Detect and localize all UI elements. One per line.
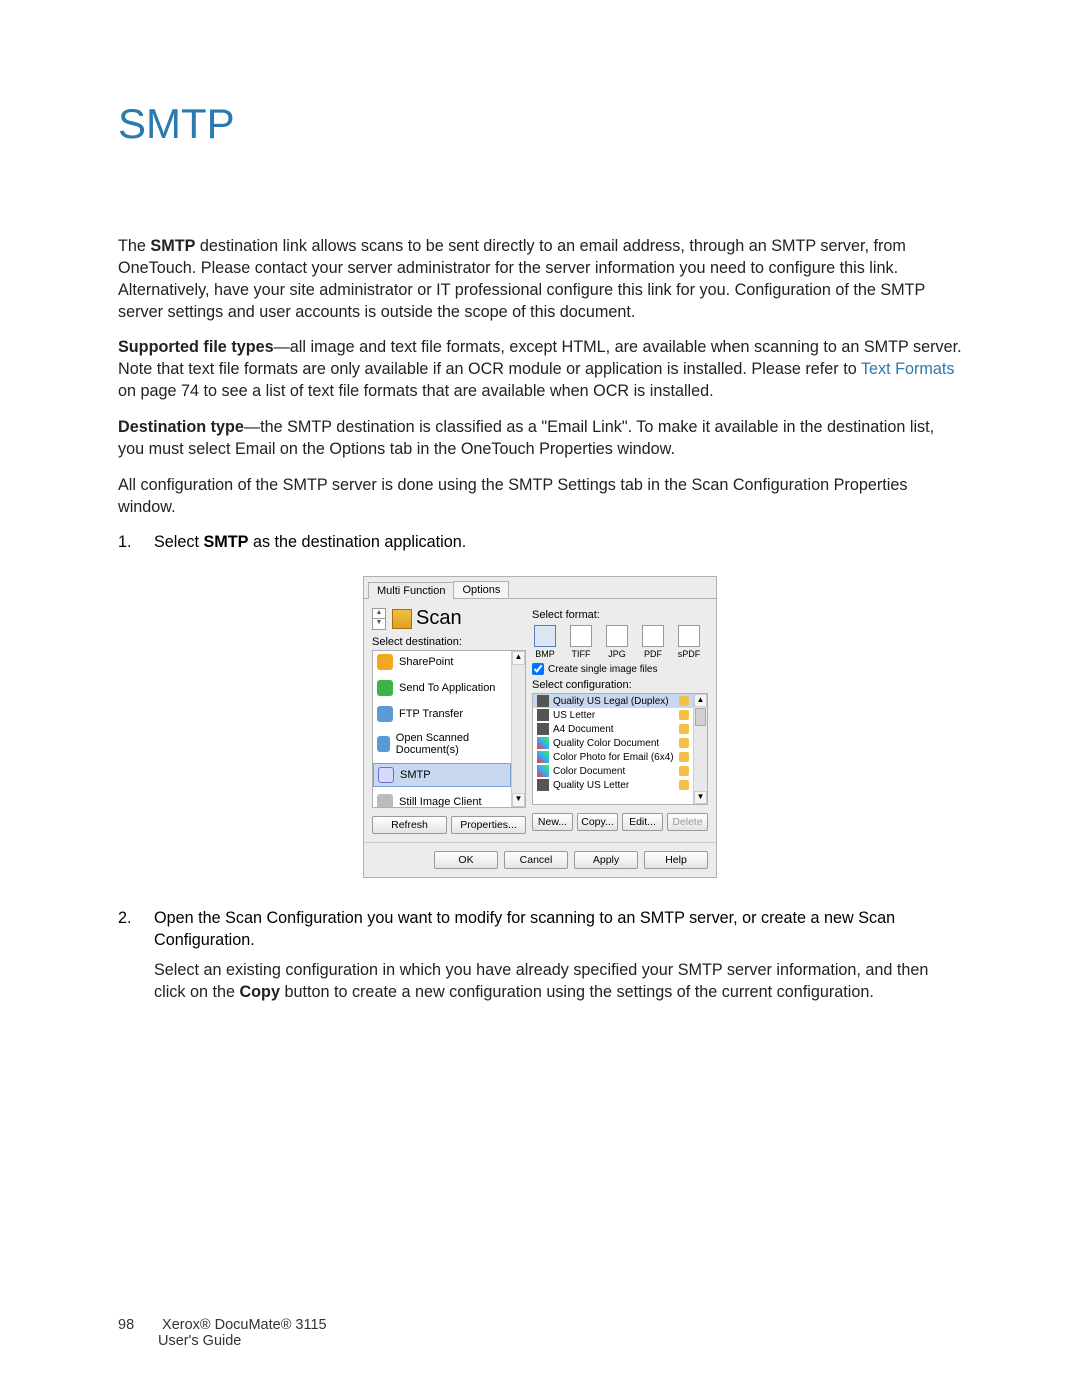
destination-icon [377, 680, 393, 696]
destination-icon [377, 736, 390, 752]
config-icon [537, 751, 549, 763]
destination-item[interactable]: Still Image Client [373, 791, 511, 808]
apply-button[interactable]: Apply [574, 851, 638, 869]
config-icon [537, 737, 549, 749]
config-icon [537, 695, 549, 707]
config-label: Quality Color Document [553, 738, 659, 749]
config-label: Color Document [553, 766, 625, 777]
format-label: sPDF [678, 649, 701, 659]
format-icon [570, 625, 592, 647]
lock-icon [679, 710, 689, 720]
config-item[interactable]: US Letter [533, 708, 707, 722]
format-option[interactable]: TIFF [568, 625, 594, 659]
destination-item[interactable]: Open Scanned Document(s) [373, 729, 511, 759]
tab-multi-function[interactable]: Multi Function [368, 582, 454, 599]
config-item[interactable]: Quality US Legal (Duplex) [533, 694, 707, 708]
destination-label: FTP Transfer [399, 708, 463, 720]
destination-label: Open Scanned Document(s) [396, 732, 507, 756]
create-single-image-files-checkbox[interactable] [532, 663, 544, 675]
configuration-scrollbar[interactable]: ▲▼ [693, 694, 707, 804]
format-label: BMP [535, 649, 555, 659]
config-label: Quality US Letter [553, 780, 629, 791]
config-icon [537, 765, 549, 777]
config-item[interactable]: A4 Document [533, 722, 707, 736]
config-label: Quality US Legal (Duplex) [553, 696, 669, 707]
config-icon [537, 723, 549, 735]
config-label: A4 Document [553, 724, 614, 735]
configuration-list[interactable]: Quality US Legal (Duplex) US Letter A4 Doc… [532, 693, 708, 805]
destination-label: SMTP [400, 769, 431, 781]
select-configuration-label: Select configuration: [532, 679, 708, 691]
edit-button[interactable]: Edit... [622, 813, 663, 831]
destination-label: Still Image Client [399, 796, 482, 808]
onetouch-dialog: Multi Function Options ▲▼ Scan Select de… [363, 576, 717, 878]
intro-paragraph: The SMTP destination link allows scans t… [118, 236, 962, 323]
config-item[interactable]: Color Photo for Email (6x4) [533, 750, 707, 764]
page-number: 98 [118, 1317, 158, 1333]
page-footer: 98 Xerox® DocuMate® 3115 User's Guide [118, 1317, 327, 1349]
format-label: JPG [608, 649, 626, 659]
refresh-button[interactable]: Refresh [372, 816, 447, 834]
config-item[interactable]: Color Document [533, 764, 707, 778]
config-label: Color Photo for Email (6x4) [553, 752, 674, 763]
destination-icon [378, 767, 394, 783]
delete-button[interactable]: Delete [667, 813, 708, 831]
destination-icon [377, 794, 393, 808]
format-label: TIFF [572, 649, 591, 659]
destination-item[interactable]: Send To Application [373, 677, 511, 699]
format-option[interactable]: sPDF [676, 625, 702, 659]
format-icon [642, 625, 664, 647]
config-icon [537, 779, 549, 791]
text-formats-link[interactable]: Text Formats [861, 360, 955, 378]
format-option[interactable]: JPG [604, 625, 630, 659]
help-button[interactable]: Help [644, 851, 708, 869]
format-label: PDF [644, 649, 662, 659]
lock-icon [679, 696, 689, 706]
supported-file-types-paragraph: Supported file types—all image and text … [118, 337, 962, 403]
destination-label: SharePoint [399, 656, 453, 668]
config-item[interactable]: Quality US Letter [533, 778, 707, 792]
destination-icon [377, 706, 393, 722]
select-destination-label: Select destination: [372, 636, 526, 648]
destination-icon [377, 654, 393, 670]
format-icon [606, 625, 628, 647]
select-format-label: Select format: [532, 609, 708, 621]
config-label: US Letter [553, 710, 595, 721]
copy-button[interactable]: Copy... [577, 813, 618, 831]
page-title: SMTP [118, 100, 962, 148]
destination-item[interactable]: SMTP [373, 763, 511, 787]
cancel-button[interactable]: Cancel [504, 851, 568, 869]
new-button[interactable]: New... [532, 813, 573, 831]
destination-item[interactable]: SharePoint [373, 651, 511, 673]
format-icon [534, 625, 556, 647]
destination-item[interactable]: FTP Transfer [373, 703, 511, 725]
config-icon [537, 709, 549, 721]
step-1: 1. Select SMTP as the destination applic… [118, 532, 962, 554]
config-paragraph: All configuration of the SMTP server is … [118, 475, 962, 519]
scan-label: Scan [416, 607, 462, 630]
tab-options[interactable]: Options [453, 581, 509, 598]
lock-icon [679, 724, 689, 734]
format-option[interactable]: BMP [532, 625, 558, 659]
format-option[interactable]: PDF [640, 625, 666, 659]
step-2: 2. Open the Scan Configuration you want … [118, 908, 962, 1017]
lock-icon [679, 780, 689, 790]
properties-button[interactable]: Properties... [451, 816, 526, 834]
lock-icon [679, 766, 689, 776]
destination-list[interactable]: SharePoint Send To Application FTP Transfe… [372, 650, 526, 808]
create-single-image-files-label: Create single image files [548, 664, 658, 675]
scan-icon [392, 609, 412, 629]
destination-label: Send To Application [399, 682, 495, 694]
scan-spinner[interactable]: ▲▼ [372, 608, 386, 630]
destination-scrollbar[interactable]: ▲▼ [511, 651, 525, 807]
format-icon [678, 625, 700, 647]
destination-type-paragraph: Destination type—the SMTP destination is… [118, 417, 962, 461]
config-item[interactable]: Quality Color Document [533, 736, 707, 750]
lock-icon [679, 752, 689, 762]
ok-button[interactable]: OK [434, 851, 498, 869]
lock-icon [679, 738, 689, 748]
